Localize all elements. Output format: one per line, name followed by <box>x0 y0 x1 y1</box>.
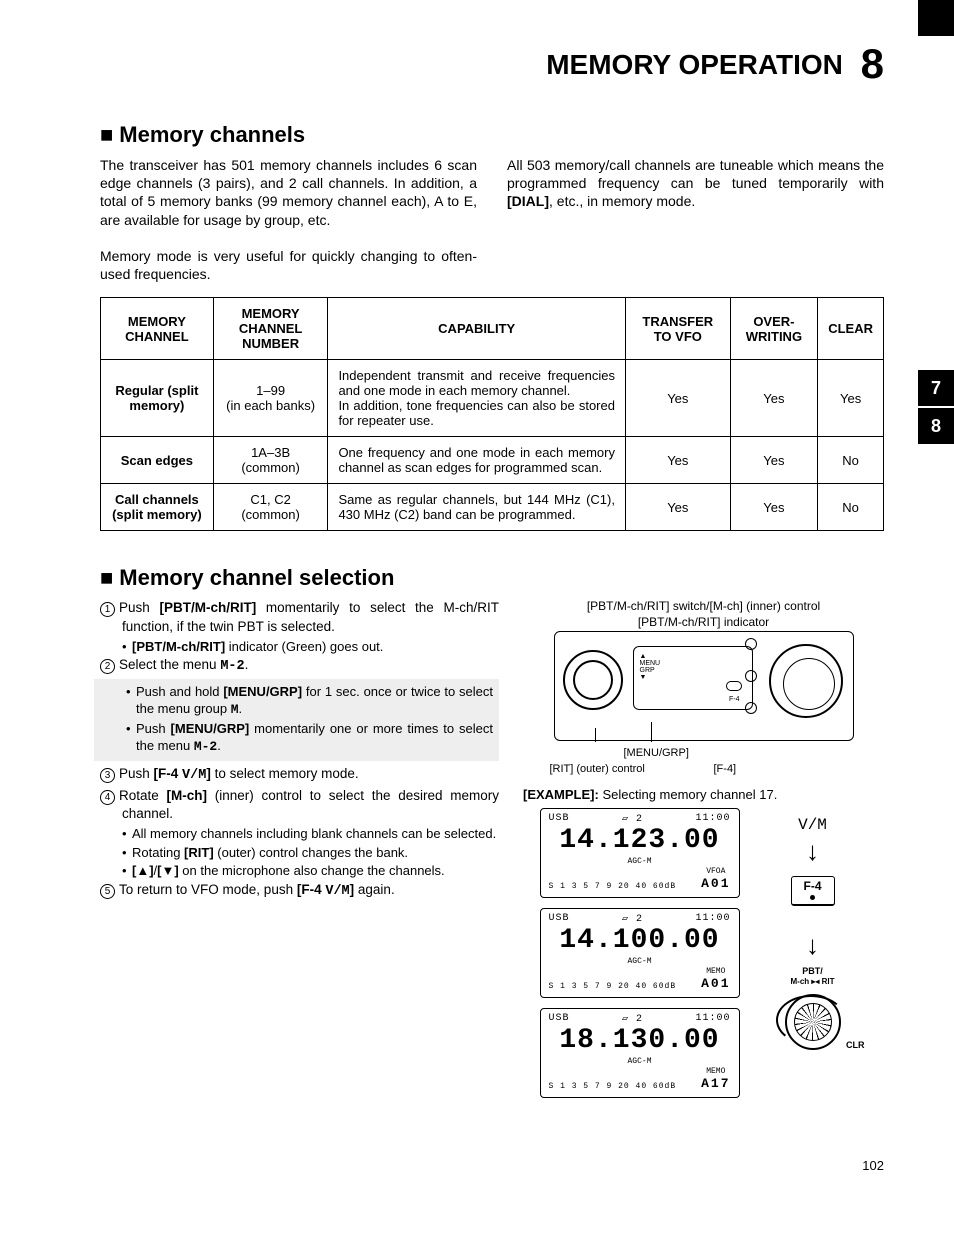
diagram-column: [PBT/M-ch/RIT] switch/[M-ch] (inner) con… <box>523 599 884 1108</box>
intro-right-pre: All 503 memory/call channels are tuneabl… <box>507 157 884 209</box>
intro-p1: The transceiver has 501 memory channels … <box>100 156 477 229</box>
step-4a: •All memory channels including blank cha… <box>100 825 499 843</box>
intro-p2: Memory mode is very useful for quickly c… <box>100 247 477 283</box>
th-1: MEMORY CHANNEL NUMBER <box>213 298 328 360</box>
corner-tab <box>918 0 954 36</box>
th-0: MEMORY CHANNEL <box>101 298 214 360</box>
f4-button-icon: F-4 <box>791 876 835 906</box>
shaded-substeps: •Push and hold [MENU/GRP] for 1 sec. onc… <box>94 679 499 761</box>
step-3: 3Push [F-4 V/M] to select memory mode. <box>100 765 499 785</box>
lcd-display: USB▱ 211:0018.130.00AGC-MS 1 3 5 7 9 20 … <box>540 1008 740 1098</box>
step-4: 4Rotate [M-ch] (inner) control to select… <box>100 787 499 823</box>
lcd-display: USB▱ 211:0014.100.00AGC-MS 1 3 5 7 9 20 … <box>540 908 740 998</box>
diag-indicator-label: [PBT/M-ch/RIT] indicator <box>523 615 884 629</box>
chapter-number: 8 <box>861 40 884 87</box>
table-row: Regular (split memory)1–99(in each banks… <box>101 360 884 437</box>
diag-top-label: [PBT/M-ch/RIT] switch/[M-ch] (inner) con… <box>523 599 884 613</box>
example-line: [EXAMPLE]: Selecting memory channel 17. <box>523 787 884 802</box>
step-2: 2Select the menu M-2. <box>100 656 499 676</box>
page-number: 102 <box>0 1148 954 1193</box>
table-row: Scan edges1A–3B(common)One frequency and… <box>101 437 884 484</box>
th-3: TRANSFER TO VFO <box>625 298 730 360</box>
arrows-column: V/M ↓ F-4 ↓ PBT/M-ch ▸◂ RIT CLR <box>758 808 868 1052</box>
lcd-display: USB▱ 211:0014.123.00AGC-MS 1 3 5 7 9 20 … <box>540 808 740 898</box>
intro-columns: The transceiver has 501 memory channels … <box>100 156 884 283</box>
th-2: CAPABILITY <box>328 298 626 360</box>
arrow-2: ↓ <box>758 932 868 958</box>
f4-label: [F-4] <box>714 763 737 775</box>
pbt-label: PBT/M-ch ▸◂ RIT <box>758 966 868 986</box>
lcd-stack: USB▱ 211:0014.123.00AGC-MS 1 3 5 7 9 20 … <box>540 808 740 1108</box>
radio-diagram: ▲MENUGRP▼ F-4 [MENU/GRP] [RIT] (outer) c… <box>554 631 854 777</box>
header-title: MEMORY OPERATION <box>546 49 843 80</box>
step-1: 1Push [PBT/M-ch/RIT] momentarily to sele… <box>100 599 499 635</box>
arrow-1: ↓ <box>758 838 868 864</box>
memory-table: MEMORY CHANNEL MEMORY CHANNEL NUMBER CAP… <box>100 297 884 531</box>
intro-right: All 503 memory/call channels are tuneabl… <box>507 156 884 283</box>
side-tabs: 7 8 <box>918 370 954 446</box>
menugrp-label: [MENU/GRP] <box>624 747 689 759</box>
table-row: Call channels (split memory)C1, C2(commo… <box>101 484 884 531</box>
rit-label: [RIT] (outer) control <box>550 763 645 775</box>
vm-symbol: V/M <box>758 816 868 834</box>
step-2b: •Push [MENU/GRP] momentarily one or more… <box>126 720 493 756</box>
step-4b: •Rotating [RIT] (outer) control changes … <box>100 844 499 862</box>
step-2a: •Push and hold [MENU/GRP] for 1 sec. onc… <box>126 683 493 719</box>
th-5: CLEAR <box>818 298 884 360</box>
page-header: MEMORY OPERATION 8 <box>0 0 954 88</box>
section1-heading: ■Memory channels <box>100 122 884 148</box>
step-5: 5To return to VFO mode, push [F-4 V/M] a… <box>100 881 499 901</box>
step-4c: •[▲]/[▼] on the microphone also change t… <box>100 862 499 880</box>
pbt-dial-icon: CLR <box>783 992 843 1052</box>
th-4: OVER-WRITING <box>730 298 818 360</box>
side-tab-7: 7 <box>918 370 954 406</box>
steps-column: 1Push [PBT/M-ch/RIT] momentarily to sele… <box>100 599 499 1108</box>
intro-left: The transceiver has 501 memory channels … <box>100 156 477 283</box>
clr-label: CLR <box>846 1040 865 1050</box>
side-tab-8: 8 <box>918 408 954 444</box>
step-1a: •[PBT/M-ch/RIT] indicator (Green) goes o… <box>100 638 499 656</box>
section2-heading: ■Memory channel selection <box>100 565 884 591</box>
